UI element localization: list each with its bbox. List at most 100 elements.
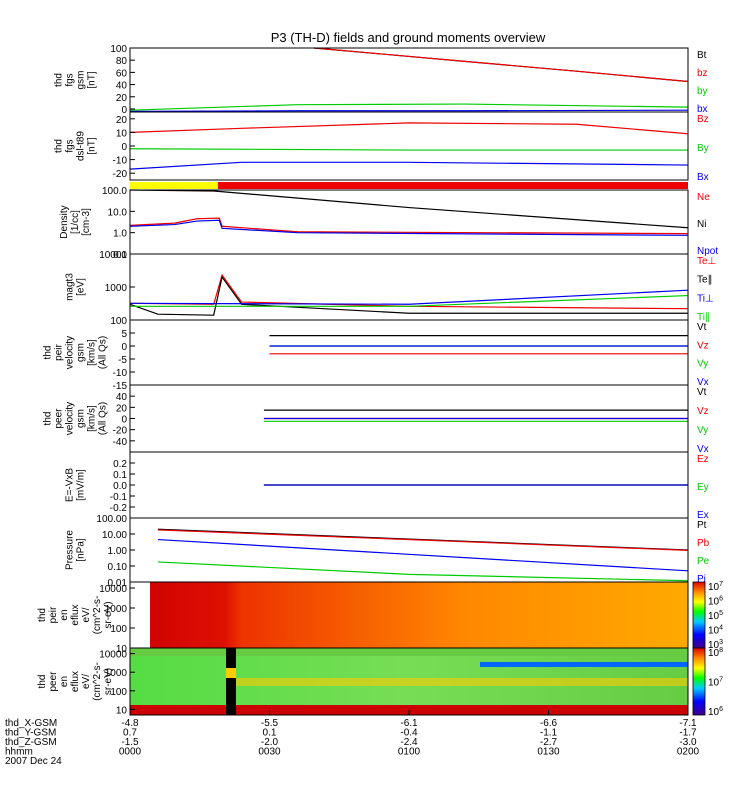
y-tick-label: 100 xyxy=(110,316,127,327)
y-tick-label: 0.2 xyxy=(113,459,127,470)
time-axis-value: 0030 xyxy=(258,747,281,758)
series-bx xyxy=(129,109,689,112)
colorbar-tick-label: 104 xyxy=(708,625,723,637)
time-axis-value: -6.1 xyxy=(400,718,418,729)
time-axis-value: -1.1 xyxy=(540,728,558,739)
legend-item: Vt xyxy=(697,322,707,333)
legend-item: Pi xyxy=(697,574,706,585)
y-tick-label: 10.0 xyxy=(108,207,128,218)
y-axis-label: thdfgsgsm[nT] xyxy=(54,71,98,90)
spectrogram-band xyxy=(480,662,688,667)
y-axis-label: Density[1/cc][cm-3] xyxy=(59,205,92,238)
legend-item: Ni xyxy=(697,219,706,230)
time-axis-row-label: hhmm xyxy=(5,747,33,758)
y-axis-label: thdpeirenefluxeV/(cm^2-s-sr-eV) xyxy=(37,596,114,635)
legend-item: By xyxy=(697,143,709,154)
legend-item: Ne xyxy=(697,192,710,203)
y-tick-label: 0.1 xyxy=(113,250,127,261)
series-Ti∥ xyxy=(130,294,689,307)
y-tick-label: 1.0 xyxy=(113,229,127,240)
time-axis-value: -1.7 xyxy=(679,728,697,739)
legend-item: Ez xyxy=(697,454,709,465)
time-axis-value: -5.5 xyxy=(261,718,279,729)
legend-item: Ti⊥ xyxy=(697,293,714,304)
legend-item: by xyxy=(697,86,708,97)
time-axis-value: -2.7 xyxy=(540,737,558,748)
panel-frame xyxy=(129,517,689,583)
y-tick-label: -15 xyxy=(113,381,128,392)
y-tick-label: 20 xyxy=(116,93,128,104)
y-tick-label: 80 xyxy=(116,56,128,67)
legend-item: Vy xyxy=(697,425,708,436)
y-tick-label: 10 xyxy=(116,128,128,139)
colorbar-tick-label: 105 xyxy=(708,610,723,622)
panel-efield: -0.2-0.10.00.10.2 E=-VxB[mV/m] Ez Ey Ex xyxy=(65,451,709,521)
spectrogram-gap xyxy=(226,648,236,715)
series-bz xyxy=(314,47,689,83)
time-axis-value: -7.1 xyxy=(679,718,697,729)
colorbar xyxy=(692,647,706,716)
y-tick-label: 40 xyxy=(116,81,128,92)
colorbar-tick-label: 108 xyxy=(708,647,723,659)
series-Pi xyxy=(157,538,689,572)
colorbar xyxy=(692,581,706,649)
y-tick-label: 1000 xyxy=(105,283,128,294)
panel-temperature: 100 1000 10000 magt3[eV] Te⊥ Te∥ Ti⊥ Ti∥ xyxy=(65,250,717,327)
y-tick-label: 100.00 xyxy=(96,514,127,525)
legend-item: Ey xyxy=(697,482,709,493)
y-tick-label: 1.00 xyxy=(108,546,128,557)
colorbar-tick-label: 106 xyxy=(708,596,723,608)
y-axis-label: E=-VxB[mV/m] xyxy=(65,468,87,503)
legend-item: Vt xyxy=(697,387,707,398)
series-Ti⊥ xyxy=(129,289,689,305)
legend-item: Pt xyxy=(697,520,707,531)
panel-frame xyxy=(129,111,689,181)
y-axis-label: Pressure[nPa] xyxy=(65,530,87,570)
colorbar-tick-label: 107 xyxy=(708,581,723,593)
y-tick-label: 5 xyxy=(121,329,127,340)
time-axis-value: -3.0 xyxy=(679,737,697,748)
y-tick-label: 10 xyxy=(116,644,128,655)
legend-item: Pe xyxy=(697,556,710,567)
legend-item: Te⊥ xyxy=(697,256,716,267)
y-tick-label: 60 xyxy=(116,68,128,79)
series-By xyxy=(129,148,688,151)
y-tick-label: 0.0 xyxy=(113,481,127,492)
time-axis-value: 0.7 xyxy=(123,728,137,739)
y-tick-label: 0.10 xyxy=(108,562,128,573)
time-axis-value: 0130 xyxy=(537,747,560,758)
y-tick-label: 100 xyxy=(110,44,127,55)
time-axis-value: -2.4 xyxy=(400,737,418,748)
legend-item: Ti∥ xyxy=(697,312,710,323)
time-axis-value: 0100 xyxy=(398,747,421,758)
figure-title: P3 (TH-D) fields and ground moments over… xyxy=(271,30,546,45)
panel-frame xyxy=(129,47,689,113)
time-axis-value: -0.4 xyxy=(400,728,418,739)
y-tick-label: 10.00 xyxy=(102,530,127,541)
time-axis-value: 0200 xyxy=(677,747,700,758)
y-tick-label: 0.01 xyxy=(108,578,128,589)
panel-peir_velocity: -15 -10 -5 0 5 thdpeirvelocitygsm[km/s](All Q… xyxy=(43,319,709,392)
legend-item: Te∥ xyxy=(697,275,713,286)
legend-item: Npot xyxy=(697,246,718,257)
panel-peir_spec: 10310410510610710100100010000thdpeirenef… xyxy=(37,581,723,655)
y-tick-label: -0.1 xyxy=(110,492,128,503)
series-Te∥ xyxy=(129,275,688,316)
colorbar-tick-label: 106 xyxy=(708,706,723,718)
y-axis-label: thdpeerenefluxeV/(cm^2-s-sr-eV) xyxy=(37,662,114,701)
y-tick-label: 0 xyxy=(121,415,127,426)
y-tick-label: 0 xyxy=(121,105,127,116)
y-tick-label: -10 xyxy=(113,156,128,167)
y-tick-label: 1000 xyxy=(105,604,128,615)
legend-item: Vx xyxy=(697,377,709,388)
time-axis-row-label: thd_Y-GSM xyxy=(5,728,56,739)
time-axis-value: -6.6 xyxy=(540,718,558,729)
y-tick-label: 10000 xyxy=(99,650,127,661)
y-tick-label: 0 xyxy=(121,142,127,153)
series-Bz xyxy=(129,122,689,135)
legend-item: Pb xyxy=(697,538,710,549)
y-tick-label: -5 xyxy=(118,355,127,366)
